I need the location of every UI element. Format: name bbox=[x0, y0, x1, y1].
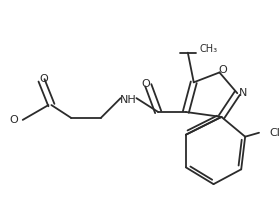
Text: CH₃: CH₃ bbox=[200, 44, 218, 54]
Text: O: O bbox=[10, 115, 18, 125]
Text: N: N bbox=[239, 88, 247, 98]
Text: Cl: Cl bbox=[269, 128, 280, 138]
Text: NH: NH bbox=[120, 95, 137, 105]
Text: O: O bbox=[141, 79, 150, 89]
Text: O: O bbox=[39, 74, 48, 84]
Text: O: O bbox=[218, 65, 227, 75]
